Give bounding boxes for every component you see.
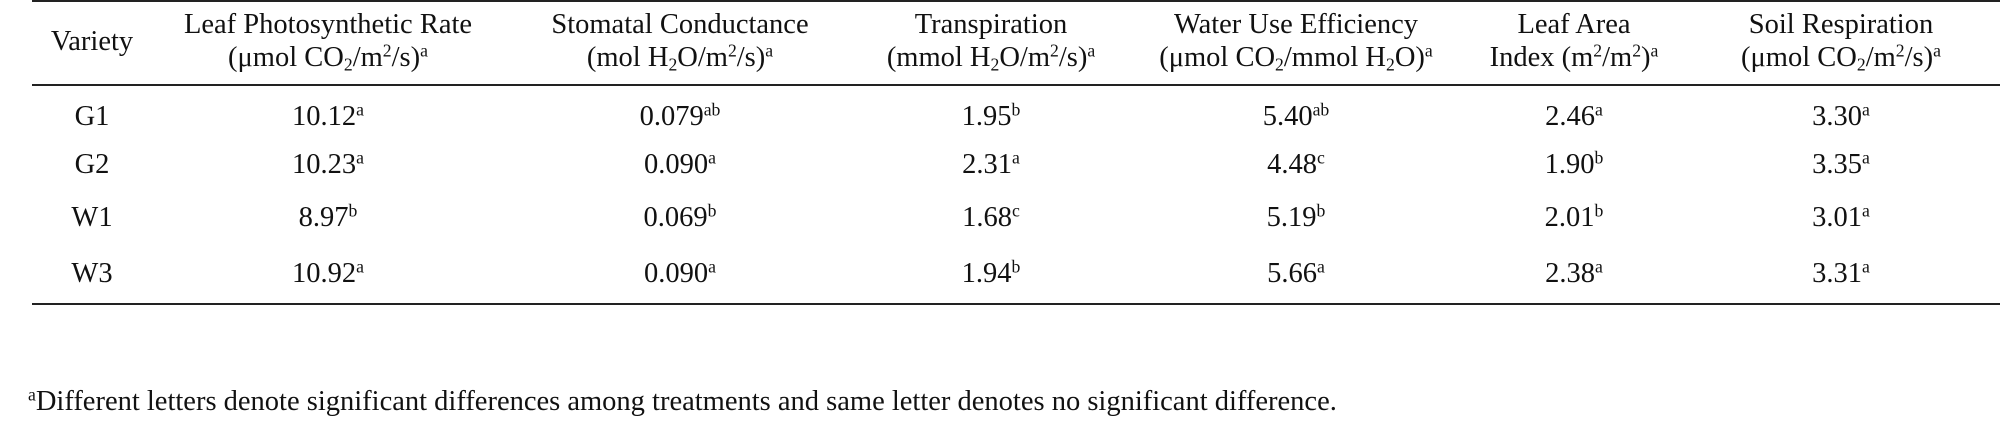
cell-leaf-area-index: 2.01b — [1544, 199, 1604, 233]
cell-water-use-efficiency: 5.66a — [1267, 255, 1325, 289]
cell-variety: G2 — [74, 148, 110, 180]
header-soil-respiration: Soil Respiration (μmol CO2/m2/s)a — [1741, 9, 1941, 75]
cell-transpiration: 2.31a — [962, 146, 1020, 180]
table-container: Variety Leaf Photosynthetic Rate (μmol C… — [32, 0, 2000, 305]
cell-transpiration: 1.95b — [961, 99, 1021, 132]
table-row: W1 8.97b 0.069b 1.68c 5.19b 2.01b 3.01a — [32, 191, 2000, 244]
cell-leaf-area-index: 2.46a — [1545, 99, 1603, 132]
cell-stomatal-conductance: 0.090a — [644, 146, 716, 180]
cell-variety: G1 — [74, 101, 110, 132]
header-stomatal-conductance: Stomatal Conductance (mol H2O/m2/s)a — [551, 9, 809, 75]
cell-soil-respiration: 3.30a — [1812, 99, 1870, 132]
cell-leaf-area-index: 2.38a — [1545, 255, 1603, 289]
cell-stomatal-conductance: 0.079ab — [639, 99, 721, 132]
results-table: Variety Leaf Photosynthetic Rate (μmol C… — [32, 0, 2000, 305]
table-row: G1 10.12a 0.079ab 1.95b 5.40ab 2.46a 3.3… — [32, 85, 2000, 138]
cell-water-use-efficiency: 5.19b — [1266, 199, 1326, 233]
cell-leaf-area-index: 1.90b — [1544, 146, 1604, 180]
cell-variety: W3 — [71, 257, 113, 289]
table-footnote: aDifferent letters denote significant di… — [28, 384, 1337, 418]
header-transpiration: Transpiration (mmol H2O/m2/s)a — [886, 9, 1096, 75]
cell-photosynthetic-rate: 10.12a — [292, 99, 364, 132]
cell-photosynthetic-rate: 8.97b — [298, 199, 358, 233]
cell-stomatal-conductance: 0.090a — [644, 255, 716, 289]
cell-water-use-efficiency: 4.48c — [1267, 146, 1325, 180]
header-leaf-area-index: Leaf Area Index (m2/m2)a — [1489, 9, 1659, 73]
cell-transpiration: 1.68c — [962, 199, 1020, 233]
cell-soil-respiration: 3.31a — [1812, 255, 1870, 289]
table-row: G2 10.23a 0.090a 2.31a 4.48c 1.90b 3.35a — [32, 138, 2000, 191]
header-variety: Variety — [50, 25, 134, 57]
cell-transpiration: 1.94b — [961, 255, 1021, 289]
cell-stomatal-conductance: 0.069b — [643, 199, 717, 233]
footnote-text: Different letters denote significant dif… — [35, 386, 1337, 417]
header-water-use-efficiency: Water Use Efficiency (μmol CO2/mmol H2O)… — [1159, 9, 1433, 75]
table-row: W3 10.92a 0.090a 1.94b 5.66a 2.38a 3.31a — [32, 244, 2000, 304]
cell-soil-respiration: 3.35a — [1812, 146, 1870, 180]
cell-variety: W1 — [71, 201, 113, 233]
cell-photosynthetic-rate: 10.92a — [292, 255, 364, 289]
header-photosynthetic-rate: Leaf Photosynthetic Rate (μmol CO2/m2/s)… — [183, 9, 473, 75]
cell-photosynthetic-rate: 10.23a — [292, 146, 364, 180]
cell-soil-respiration: 3.01a — [1812, 199, 1870, 233]
header-row: Variety Leaf Photosynthetic Rate (μmol C… — [32, 1, 2000, 85]
footnote-marker: a — [28, 384, 36, 405]
cell-water-use-efficiency: 5.40ab — [1262, 99, 1330, 132]
